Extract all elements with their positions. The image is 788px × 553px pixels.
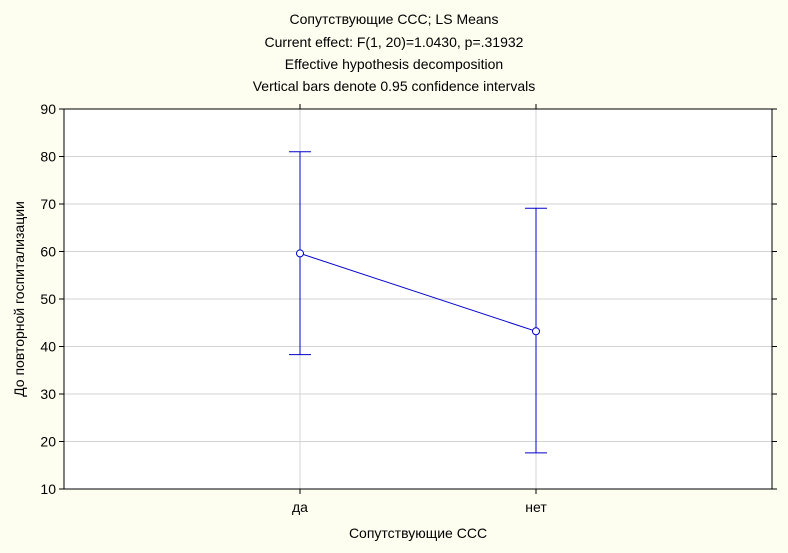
y-axis-label: До повторной госпитализации xyxy=(11,201,27,397)
chart-title-line-3: Effective hypothesis decomposition xyxy=(285,56,503,72)
y-tick-label: 90 xyxy=(40,101,56,117)
y-tick-label: 20 xyxy=(40,434,56,450)
mean-point xyxy=(296,249,304,258)
x-tick-label: да xyxy=(292,499,308,515)
mean-point xyxy=(532,327,540,336)
y-tick-label: 10 xyxy=(40,481,56,497)
y-tick-label: 40 xyxy=(40,339,56,355)
series-line xyxy=(299,252,537,332)
y-tick-label: 50 xyxy=(40,291,56,307)
chart-title-line-1: Сопутствующие ССС; LS Means xyxy=(290,11,499,27)
y-tick-label: 60 xyxy=(40,244,56,260)
axes: 10 20 30 40 50 60 70 80 90 да нет xyxy=(40,101,777,515)
y-tick-label: 30 xyxy=(40,386,56,402)
x-axis-label: Сопутствующие ССС xyxy=(349,525,487,541)
chart-title-line-4: Vertical bars denote 0.95 confidence int… xyxy=(253,78,536,94)
y-tick-label: 80 xyxy=(40,149,56,165)
data-layer xyxy=(289,151,547,454)
chart-title-line-2: Current effect: F(1, 20)=1.0430, p=.3193… xyxy=(265,34,524,50)
y-tick-label: 70 xyxy=(40,196,56,212)
x-tick-label: нет xyxy=(525,499,547,515)
